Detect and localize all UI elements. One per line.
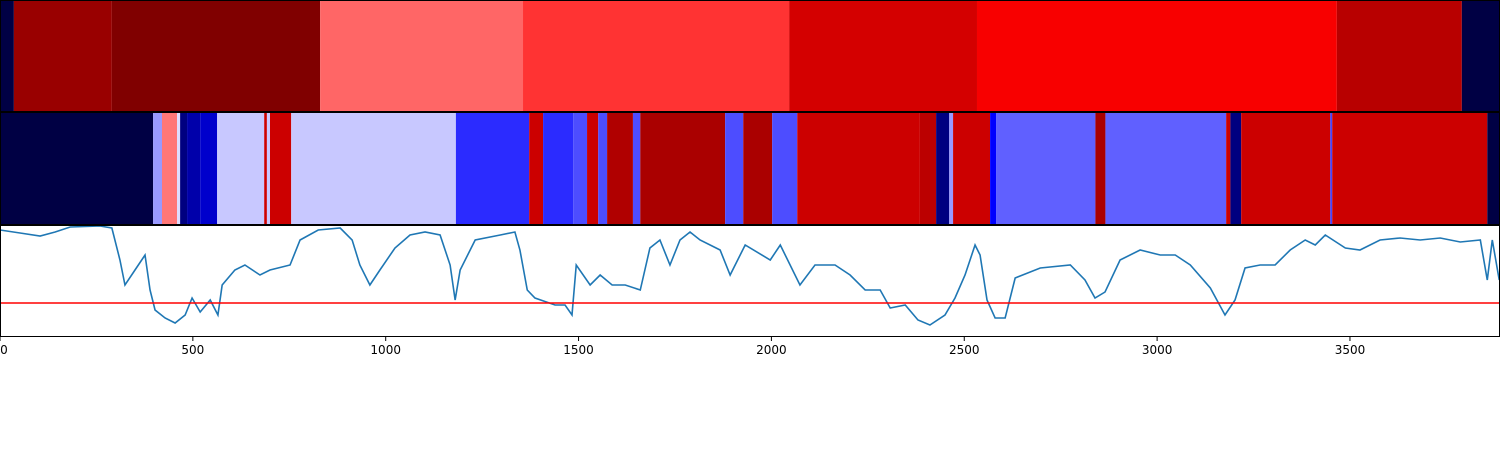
- band-segment: [1332, 112, 1488, 225]
- x-tick-label: 500: [181, 343, 204, 357]
- band-segment: [200, 112, 218, 225]
- band-segment: [632, 112, 641, 225]
- band-segment: [153, 112, 162, 225]
- band-segment: [543, 112, 574, 225]
- band-segment: [0, 0, 14, 112]
- band-segment: [1461, 0, 1500, 112]
- x-tick-label: 3000: [1142, 343, 1173, 357]
- band-segment: [996, 112, 1096, 225]
- band-segment: [587, 112, 599, 225]
- band-segment: [640, 112, 726, 225]
- band-segment: [990, 112, 997, 225]
- band-segment: [187, 112, 201, 225]
- x-tick-label: 2500: [949, 343, 980, 357]
- band-segment: [180, 112, 188, 225]
- band-segment: [0, 112, 154, 225]
- x-tick-label: 3500: [1335, 343, 1366, 357]
- band-segment: [936, 112, 950, 225]
- band-segment: [743, 112, 773, 225]
- band-segment: [772, 112, 798, 225]
- band-segment: [1230, 112, 1242, 225]
- band-segment: [976, 0, 1337, 112]
- band-segment: [573, 112, 588, 225]
- band-segment: [13, 0, 112, 112]
- band-segment: [291, 112, 456, 225]
- x-tick-label: 0: [0, 343, 8, 357]
- band-segment: [797, 112, 920, 225]
- band-segment: [607, 112, 633, 225]
- band-segment: [111, 0, 321, 112]
- band-segment: [1226, 112, 1231, 225]
- band-segment: [1330, 112, 1333, 225]
- band-segment: [455, 112, 530, 225]
- band-segment: [949, 112, 954, 225]
- line: [0, 225, 1500, 326]
- band-segment: [598, 112, 608, 225]
- x-tick-label: 2000: [756, 343, 787, 357]
- band-segment: [1336, 0, 1462, 112]
- band-segment: [1241, 112, 1331, 225]
- band-segment: [789, 0, 977, 112]
- band-segment: [953, 112, 991, 225]
- x-tick-label: 1500: [563, 343, 594, 357]
- band-segment: [1095, 112, 1106, 225]
- x-tick-label: 1000: [370, 343, 401, 357]
- band-segment: [269, 112, 292, 225]
- band-segment: [725, 112, 744, 225]
- band-segment: [264, 112, 267, 225]
- band-segment: [529, 112, 544, 225]
- band-segment: [919, 112, 937, 225]
- band-segment: [177, 112, 181, 225]
- band-segment: [161, 112, 178, 225]
- band-segment: [523, 0, 790, 112]
- band-segment: [217, 112, 265, 225]
- band-segment: [320, 0, 524, 112]
- band-segment: [1105, 112, 1227, 225]
- band-segment: [1487, 112, 1500, 225]
- band-segment: [266, 112, 270, 225]
